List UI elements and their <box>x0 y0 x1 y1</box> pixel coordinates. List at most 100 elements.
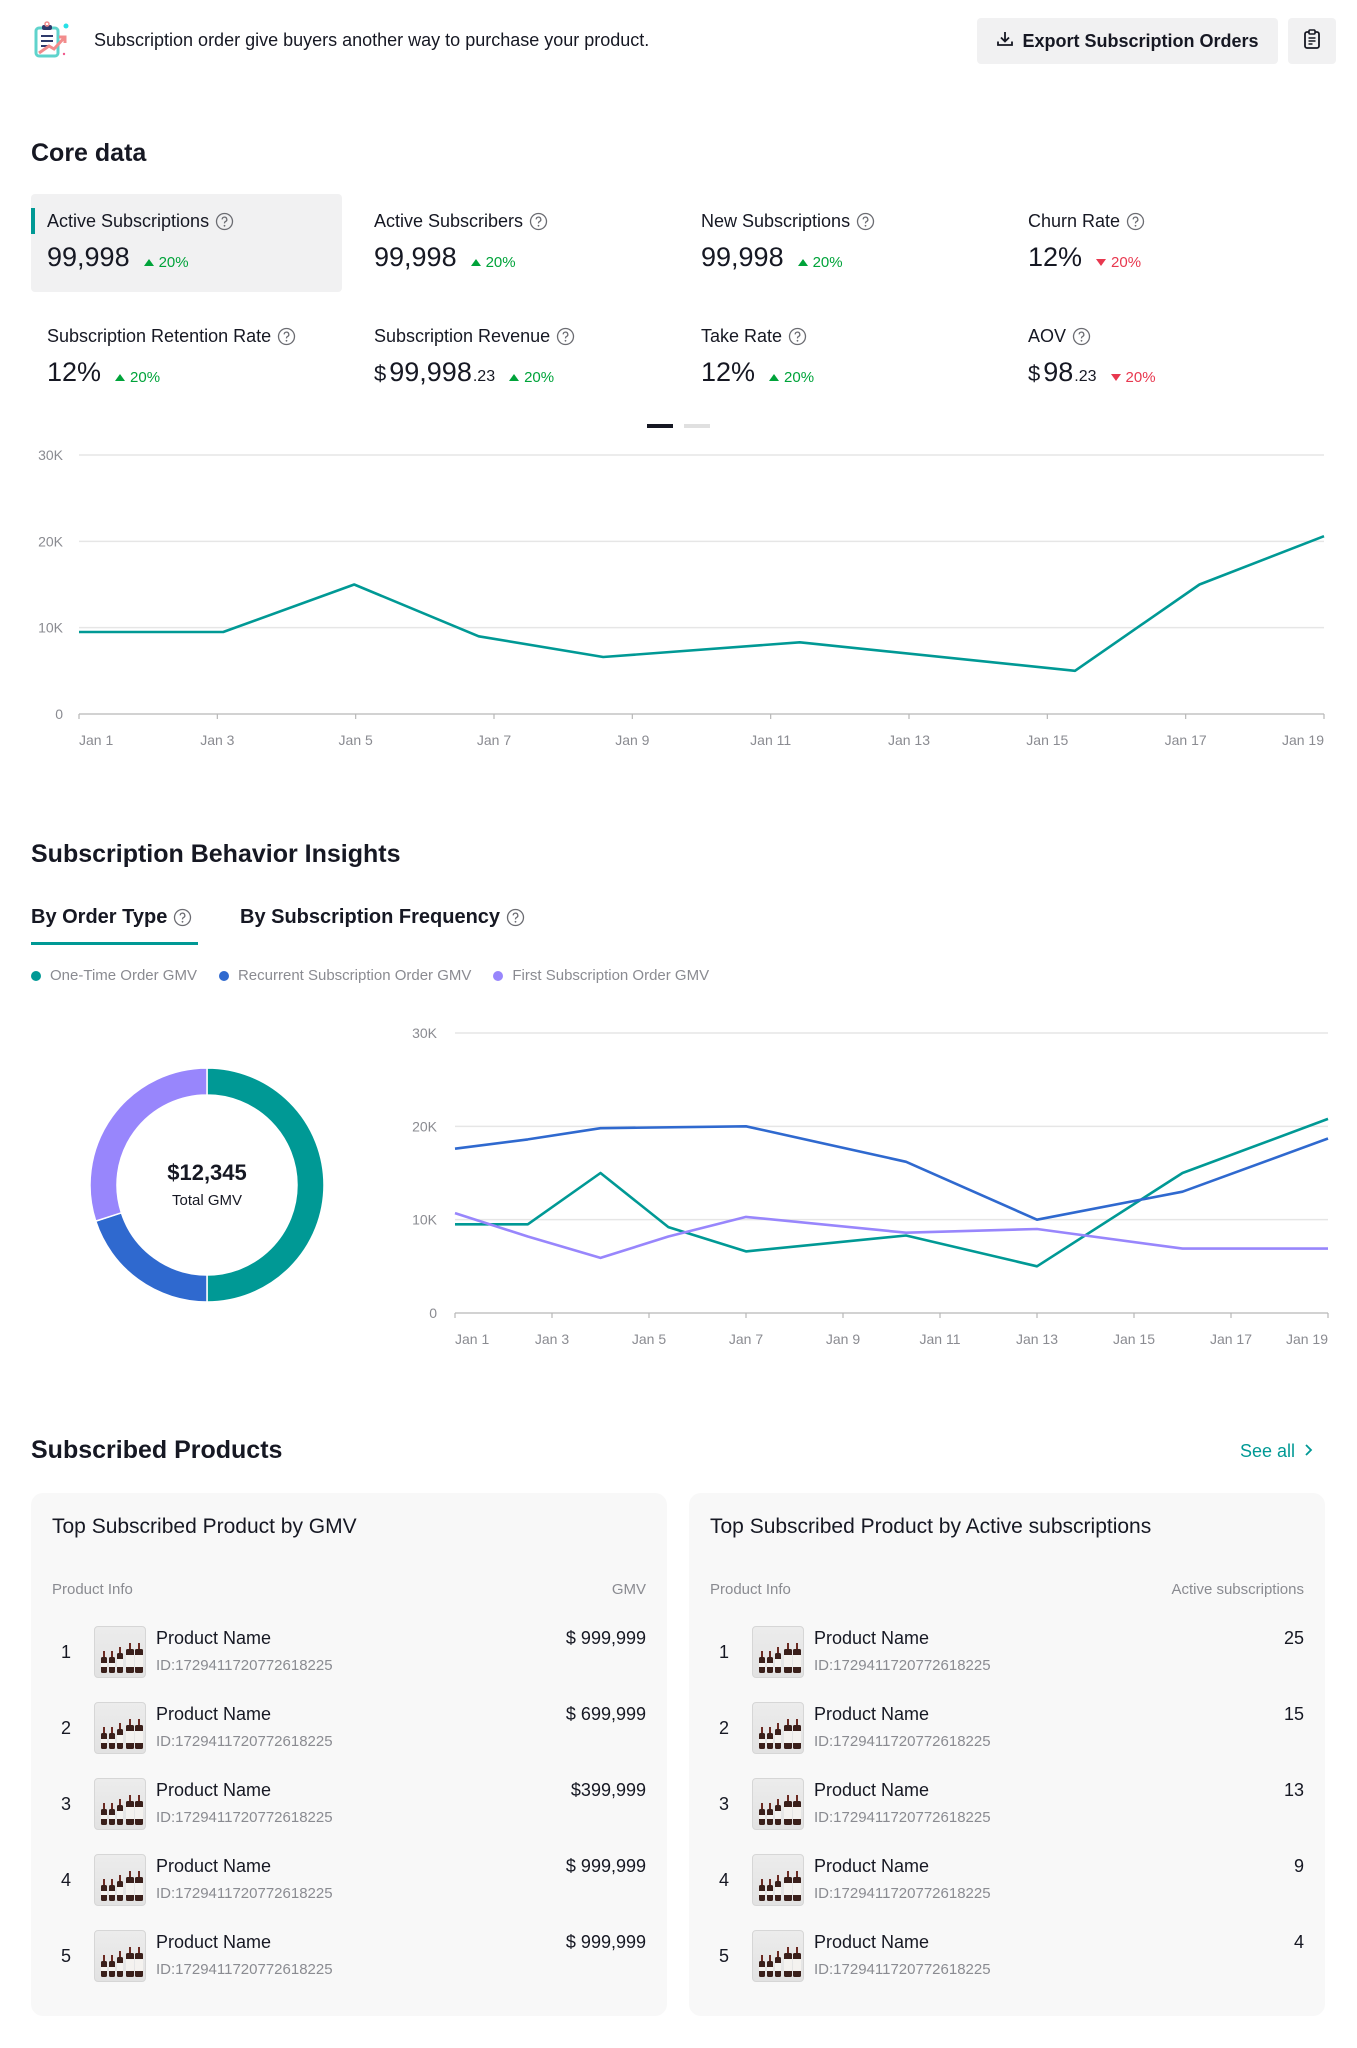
product-name[interactable]: Product Name <box>814 1780 930 1800</box>
product-row[interactable]: 1 Product Name ID:1729411720772618225 $ 999… <box>52 1626 646 1680</box>
help-icon[interactable] <box>277 327 296 346</box>
product-thumbnail[interactable] <box>752 1626 804 1678</box>
donut-slice-recurrent-subscription-order-gmv[interactable] <box>94 1211 208 1303</box>
help-icon[interactable] <box>173 908 192 927</box>
metric-change: 20% <box>143 254 189 271</box>
product-thumbnail[interactable] <box>94 1778 146 1830</box>
product-thumbnail[interactable] <box>752 1930 804 1982</box>
legend-label: Recurrent Subscription Order GMV <box>237 967 472 984</box>
product-name[interactable]: Product Name <box>156 1856 272 1876</box>
donut-center: $12,345 Total GMV <box>107 1160 307 1209</box>
metric-card-subscription-revenue[interactable]: Subscription Revenue $99,998.23 20% <box>358 309 669 407</box>
product-name[interactable]: Product Name <box>156 1780 272 1800</box>
triangle-up-icon <box>797 259 808 266</box>
help-icon[interactable] <box>529 212 548 231</box>
product-row[interactable]: 2 Product Name ID:1729411720772618225 $ 699… <box>52 1702 646 1756</box>
triangle-down-icon <box>1110 374 1121 381</box>
tab-by-subscription-frequency[interactable]: By Subscription Frequency <box>240 906 525 929</box>
metric-card-churn-rate[interactable]: Churn Rate 12% 20% <box>1012 194 1323 292</box>
metric-value-row: 99,998 20% <box>701 242 996 273</box>
product-name[interactable]: Product Name <box>814 1932 930 1952</box>
total-gmv-donut-chart <box>89 1067 325 1303</box>
help-icon[interactable] <box>788 327 807 346</box>
help-icon[interactable] <box>556 327 575 346</box>
metric-value: 12% <box>701 357 756 387</box>
metric-card-aov[interactable]: AOV $98.23 20% <box>1012 309 1323 407</box>
metric-card-new-subscriptions[interactable]: New Subscriptions 99,998 20% <box>685 194 996 292</box>
metric-currency: $ <box>374 361 387 386</box>
subscribed-products-title: Subscribed Products <box>31 1436 283 1464</box>
product-name[interactable]: Product Name <box>814 1628 930 1648</box>
product-thumbnail[interactable] <box>94 1930 146 1982</box>
product-thumbnail[interactable] <box>94 1626 146 1678</box>
product-rank: 4 <box>719 1870 730 1890</box>
series-line-recurrent-subscription-order-gmv[interactable] <box>454 1125 1329 1221</box>
help-icon[interactable] <box>856 212 875 231</box>
product-name[interactable]: Product Name <box>814 1704 930 1724</box>
x-tick-label: Jan 7 <box>477 732 511 748</box>
product-value: 4 <box>1293 1932 1304 1952</box>
series-line-one-time-order-gmv[interactable] <box>455 1117 1329 1268</box>
help-icon[interactable] <box>1072 327 1091 346</box>
x-tick-label: Jan 19 <box>1282 732 1324 748</box>
metric-decimal: .23 <box>1074 368 1097 385</box>
series-line-active-subscriptions[interactable] <box>79 534 1325 673</box>
metric-value: 12% <box>47 357 102 387</box>
legend-item-recurrent[interactable]: Recurrent Subscription Order GMV <box>218 967 472 984</box>
pager-dot-2[interactable] <box>684 424 710 428</box>
x-tick-label: Jan 7 <box>729 1331 763 1347</box>
see-all-label: See all <box>1240 1441 1296 1461</box>
see-all-link[interactable]: See all <box>1240 1441 1313 1462</box>
column-header-product-info: Product Info <box>52 1581 133 1598</box>
help-icon[interactable] <box>215 212 234 231</box>
product-row[interactable]: 5 Product Name ID:1729411720772618225 $ 999… <box>52 1930 646 1984</box>
product-thumbnail[interactable] <box>752 1778 804 1830</box>
x-tick-label: Jan 13 <box>888 732 930 748</box>
help-icon[interactable] <box>1126 212 1145 231</box>
notes-button[interactable] <box>1288 18 1336 64</box>
product-name[interactable]: Product Name <box>156 1628 272 1648</box>
metric-value-row: $99,998.23 20% <box>374 357 669 388</box>
legend-item-first[interactable]: First Subscription Order GMV <box>493 967 709 984</box>
product-row[interactable]: 4 Product Name ID:1729411720772618225 $ 999… <box>52 1854 646 1908</box>
metric-card-active-subscriptions[interactable]: Active Subscriptions 99,998 20% <box>31 194 342 292</box>
chart-legend: One-Time Order GMV Recurrent Subscriptio… <box>31 967 709 984</box>
metric-value: 99,998 <box>389 357 472 387</box>
product-thumbnail[interactable] <box>752 1702 804 1754</box>
product-thumbnail[interactable] <box>94 1702 146 1754</box>
product-name[interactable]: Product Name <box>814 1856 930 1876</box>
product-value: $399,999 <box>570 1780 646 1800</box>
triangle-up-icon <box>769 374 780 381</box>
product-row[interactable]: 4 Product Name ID:1729411720772618225 9 <box>710 1854 1304 1908</box>
metric-change: 20% <box>1110 369 1156 386</box>
product-thumbnail[interactable] <box>752 1854 804 1906</box>
product-row[interactable]: 1 Product Name ID:1729411720772618225 25 <box>710 1626 1304 1680</box>
product-row[interactable]: 2 Product Name ID:1729411720772618225 15 <box>710 1702 1304 1756</box>
product-thumbnail[interactable] <box>94 1854 146 1906</box>
product-value: 9 <box>1293 1856 1304 1876</box>
pager-dot-1[interactable] <box>647 424 673 428</box>
metric-card-take-rate[interactable]: Take Rate 12% 20% <box>685 309 996 407</box>
metric-change: 20% <box>769 369 814 386</box>
product-row[interactable]: 3 Product Name ID:1729411720772618225 $399,… <box>52 1778 646 1832</box>
product-value: $ 999,999 <box>565 1628 646 1648</box>
donut-slice-first-subscription-order-gmv[interactable] <box>89 1067 208 1223</box>
product-row[interactable]: 5 Product Name ID:1729411720772618225 4 <box>710 1930 1304 1984</box>
metric-decimal: .23 <box>472 368 496 385</box>
product-row[interactable]: 3 Product Name ID:1729411720772618225 13 <box>710 1778 1304 1832</box>
export-subscription-orders-button[interactable]: Export Subscription Orders <box>977 18 1278 64</box>
series-line-first-subscription-order-gmv[interactable] <box>454 1211 1328 1260</box>
help-icon[interactable] <box>506 908 525 927</box>
product-rank: 3 <box>719 1794 730 1814</box>
product-id: ID:1729411720772618225 <box>814 1809 991 1826</box>
product-name[interactable]: Product Name <box>156 1932 272 1952</box>
legend-item-one-time[interactable]: One-Time Order GMV <box>31 967 197 984</box>
product-id: ID:1729411720772618225 <box>814 1961 991 1978</box>
tab-by-order-type[interactable]: By Order Type <box>31 906 192 929</box>
metric-card-subscription-retention-rate[interactable]: Subscription Retention Rate 12% 20% <box>31 309 342 407</box>
product-name[interactable]: Product Name <box>156 1704 272 1724</box>
metric-card-active-subscribers[interactable]: Active Subscribers 99,998 20% <box>358 194 669 292</box>
x-tick-label: Jan 5 <box>339 732 373 748</box>
product-value: 15 <box>1283 1704 1304 1724</box>
donut-slice-one-time-order-gmv[interactable] <box>206 1067 325 1303</box>
